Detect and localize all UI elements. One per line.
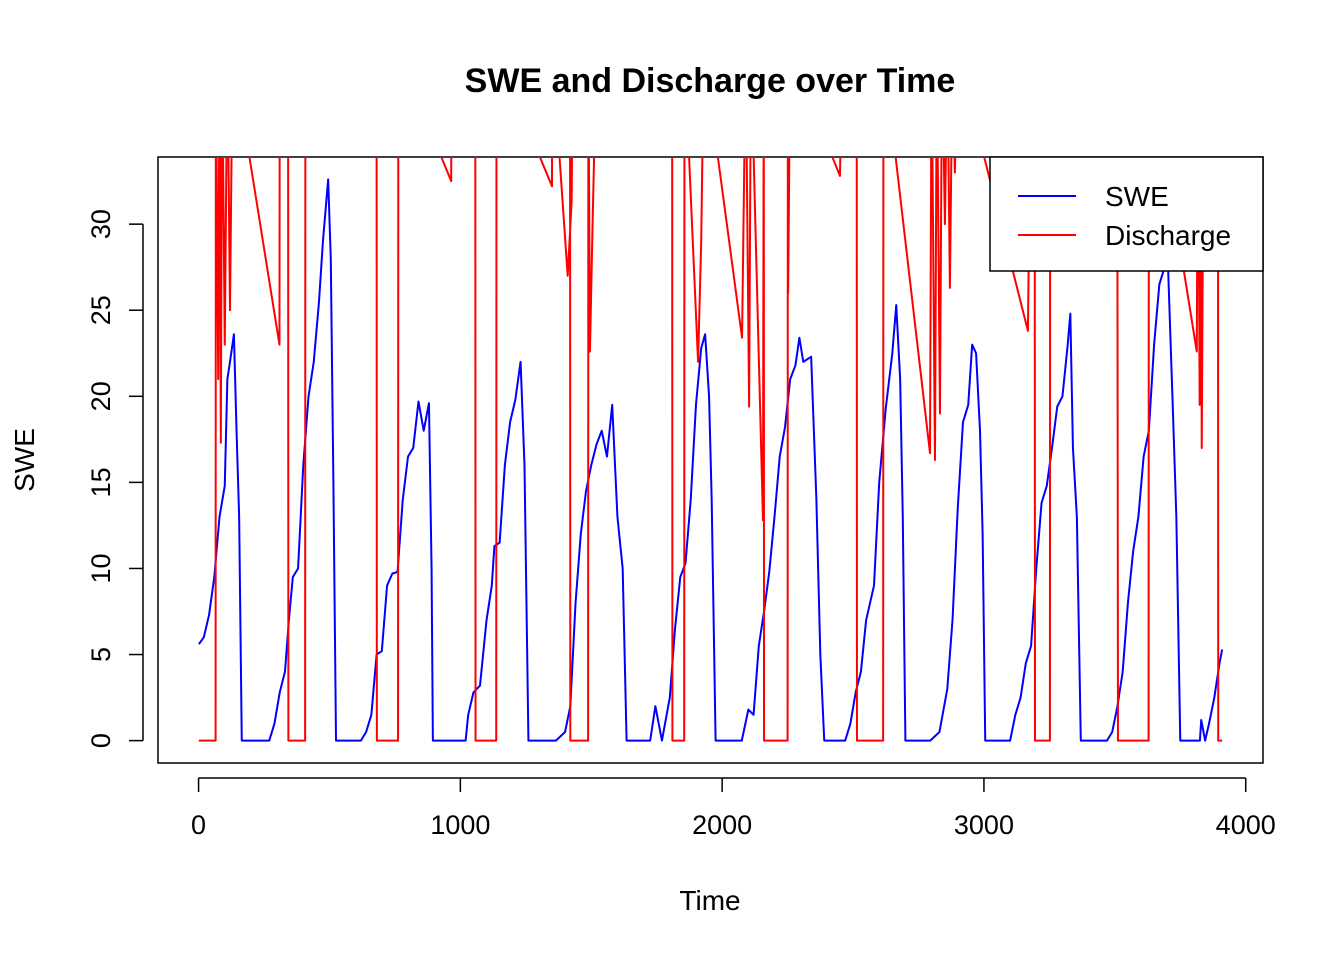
x-tick-label: 0 bbox=[191, 810, 206, 840]
y-tick-label: 5 bbox=[86, 647, 116, 662]
y-tick-label: 25 bbox=[86, 295, 116, 325]
x-tick-label: 2000 bbox=[692, 810, 752, 840]
y-tick-label: 10 bbox=[86, 553, 116, 583]
legend-box bbox=[989, 156, 1264, 272]
y-axis-label: SWE bbox=[9, 428, 40, 492]
plot-frame bbox=[157, 156, 1264, 764]
legend-label: Discharge bbox=[1105, 220, 1231, 251]
axes: 0 1000 2000 3000 4000 0 5 10 15 20 25 30 bbox=[86, 209, 1276, 840]
plot-area bbox=[198, 157, 1224, 742]
y-tick-label: 20 bbox=[86, 381, 116, 411]
series-line bbox=[198, 157, 1223, 742]
chart-title: SWE and Discharge over Time bbox=[465, 62, 956, 100]
legend-label: SWE bbox=[1105, 181, 1169, 212]
x-tick-label: 1000 bbox=[430, 810, 490, 840]
y-tick-label: 0 bbox=[86, 733, 116, 748]
x-tick-label: 4000 bbox=[1216, 810, 1276, 840]
x-tick-label: 3000 bbox=[954, 810, 1014, 840]
series-line bbox=[198, 178, 1224, 742]
y-tick-label: 15 bbox=[86, 467, 116, 497]
x-axis-label: Time bbox=[679, 885, 740, 916]
legend: SWE Discharge bbox=[989, 156, 1264, 272]
y-tick-label: 30 bbox=[86, 209, 116, 239]
